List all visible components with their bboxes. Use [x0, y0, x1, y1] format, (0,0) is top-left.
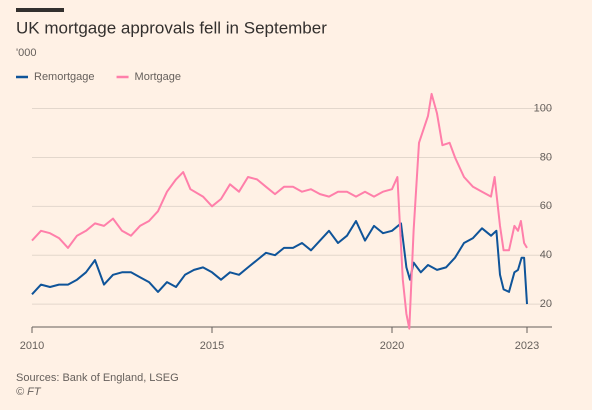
- subtitle: '000: [16, 47, 36, 59]
- legend-label: Mortgage: [135, 71, 181, 83]
- x-tick-label: 2023: [515, 340, 539, 352]
- x-tick-label: 2010: [20, 340, 44, 352]
- y-tick-label: 60: [540, 200, 552, 212]
- brand-bar: [16, 8, 64, 12]
- credit: © FT: [16, 386, 42, 398]
- series-line: [31, 220, 528, 305]
- source: Sources: Bank of England, LSEG: [16, 372, 179, 384]
- chart-title: UK mortgage approvals fell in September: [16, 18, 327, 37]
- y-tick-label: 80: [540, 151, 552, 163]
- x-tick-label: 2015: [200, 340, 224, 352]
- x-tick-label: 2020: [380, 340, 404, 352]
- y-tick-label: 40: [540, 249, 552, 261]
- y-tick-label: 20: [540, 298, 552, 310]
- series-line: [31, 92, 528, 330]
- y-tick-label: 100: [534, 102, 552, 114]
- legend-label: Remortgage: [34, 71, 95, 83]
